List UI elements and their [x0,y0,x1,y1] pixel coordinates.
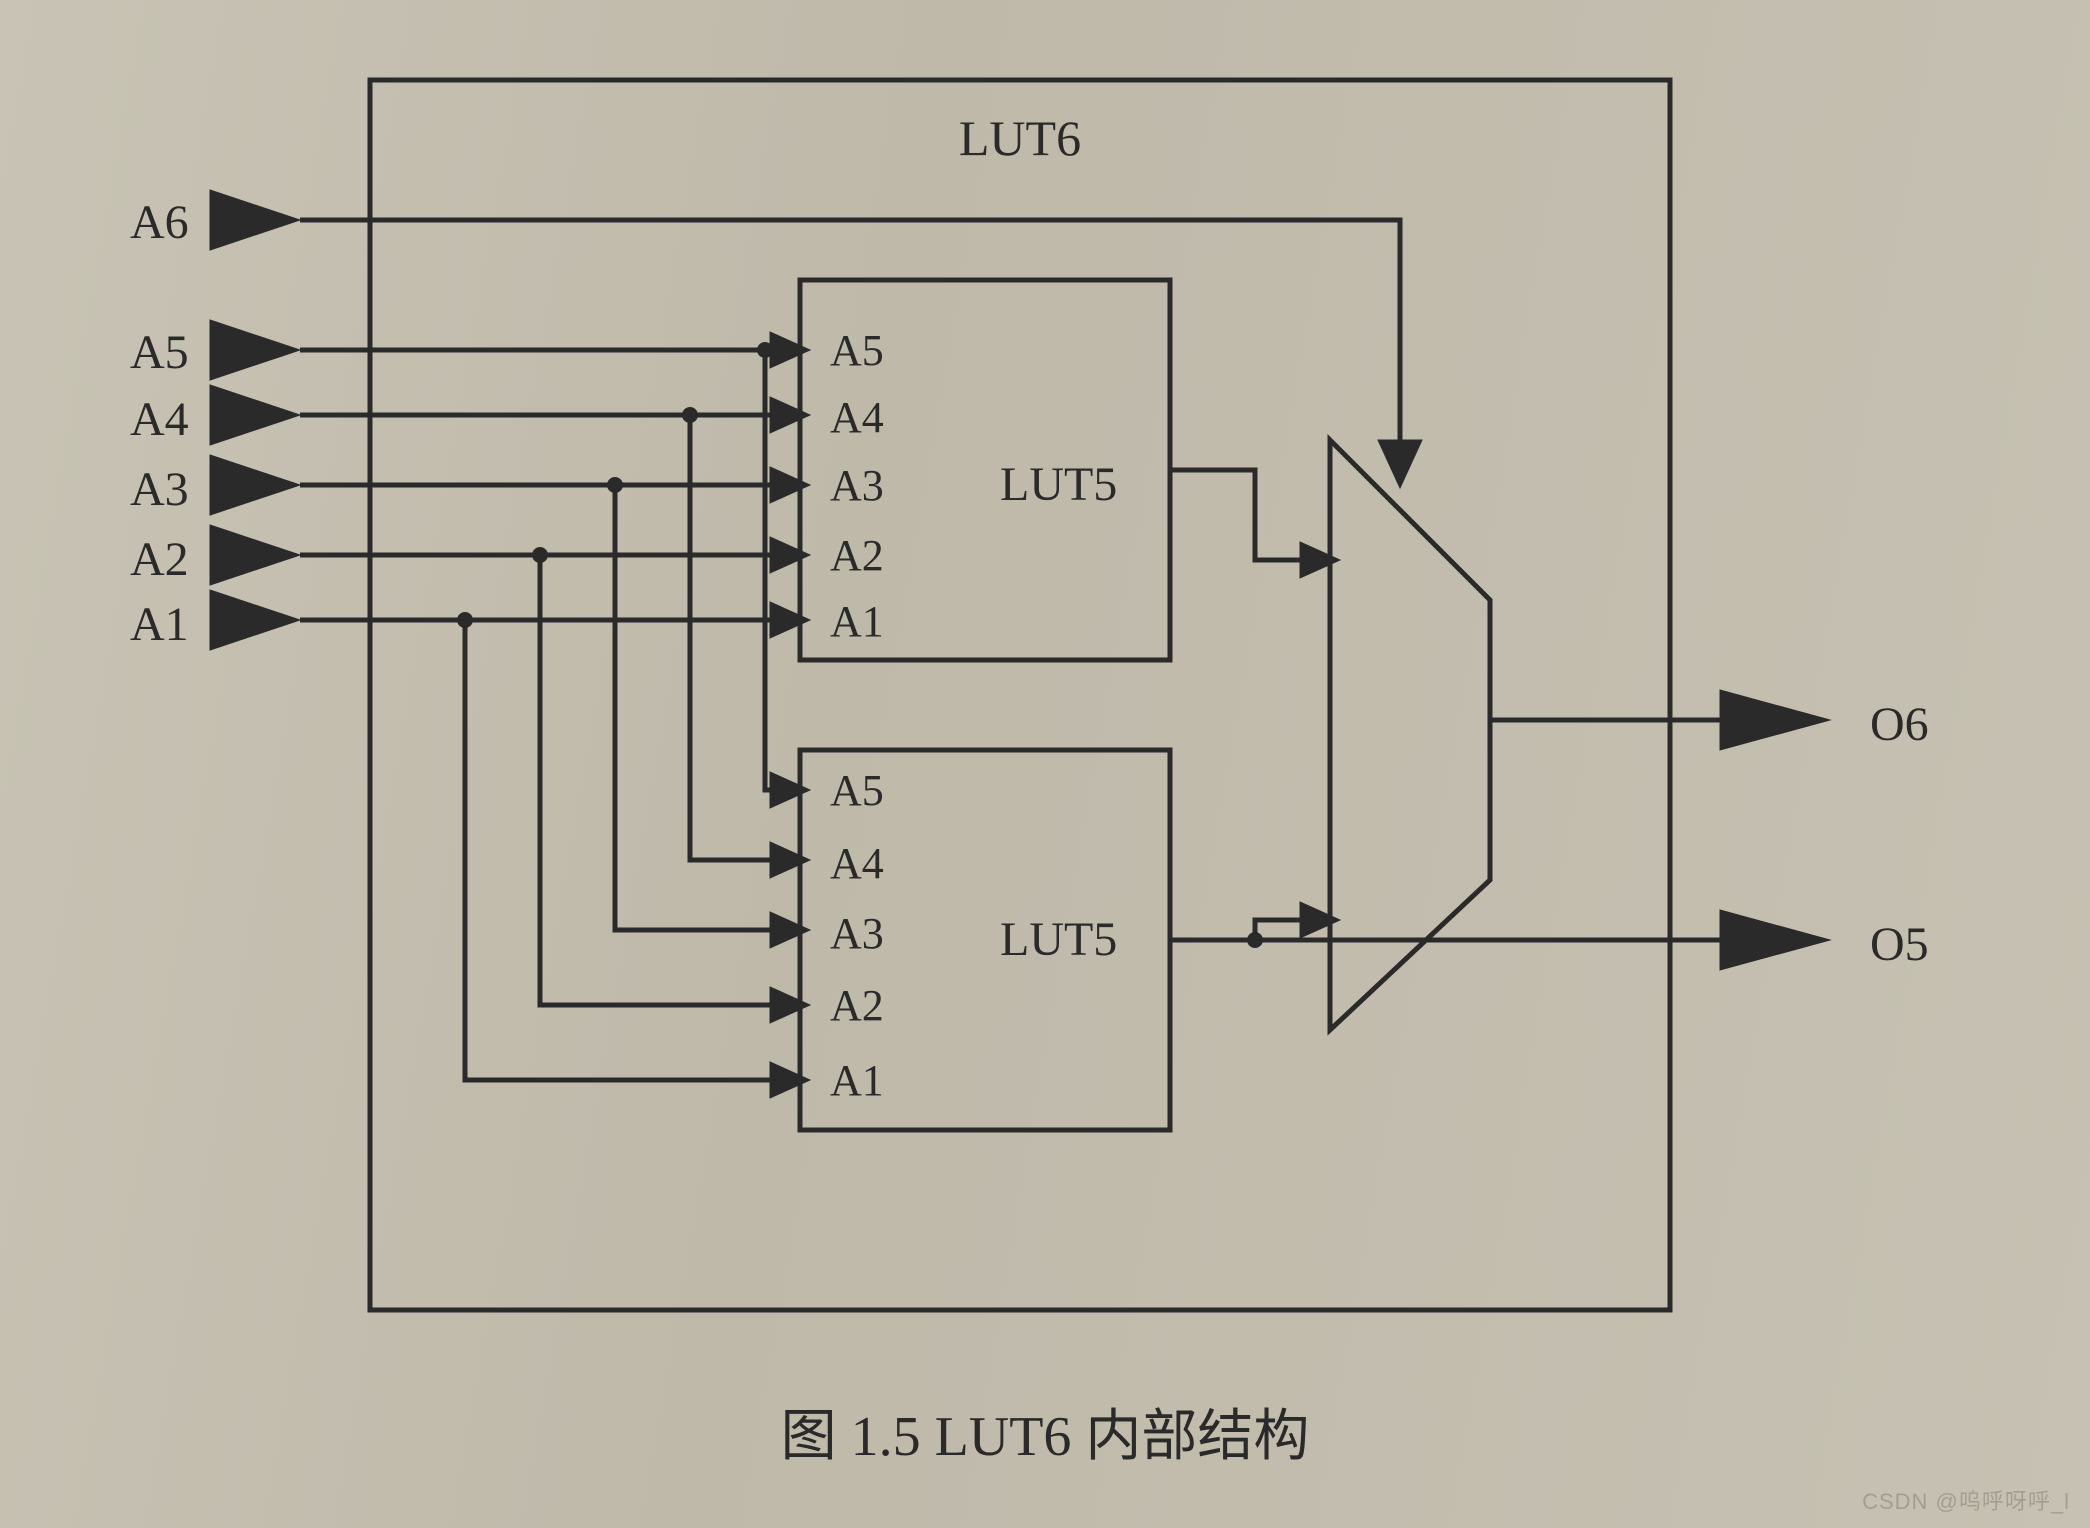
lut5-top-in-a1: A1 [830,597,884,646]
wire-a5-bot-tip [770,772,810,808]
lut5-bot-in-a1: A1 [830,1056,884,1105]
ext-in-a1-arrow [210,590,300,650]
lut5-bot-label: LUT5 [1000,913,1117,966]
ext-in-a6-label: A6 [130,196,189,249]
ext-in-a3-label: A3 [130,463,189,516]
lut5-bot-in-a5: A5 [830,766,884,815]
wire-lut5top-mux-tip [1300,542,1340,578]
wire-a1-bot [465,620,800,1080]
wire-a4-bot-tip [770,842,810,878]
o6-label: O6 [1870,698,1929,751]
ext-in-a6-arrow [210,190,300,250]
wire-a2-bot-tip [770,987,810,1023]
ext-in-a2-arrow [210,525,300,585]
lut5-bot-in-a4: A4 [830,839,884,888]
ext-in-a5-arrow [210,320,300,380]
ext-in-a1-label: A1 [130,598,189,651]
figure-caption: 图 1.5 LUT6 内部结构 [781,1406,1310,1468]
ext-in-a5-label: A5 [130,326,189,379]
lut6-box [370,80,1670,1310]
wire-a4-top-tip [770,397,810,433]
lut5-top-in-a5: A5 [830,326,884,375]
wire-a3-top-tip [770,467,810,503]
wire-a2-top-tip [770,537,810,573]
ext-in-a3-arrow [210,455,300,515]
lut5-top-in-a3: A3 [830,461,884,510]
o6-arrow [1720,690,1830,750]
watermark: CSDN @呜呼呀呼_l [1862,1484,2070,1516]
lut5-top-in-a4: A4 [830,393,884,442]
diagram-svg: LUT6 LUT5 A5 A4 A3 A2 A1 LUT5 A5 A4 A3 A… [0,0,2090,1528]
wire-a1-top-tip [770,602,810,638]
o5-arrow [1720,910,1830,970]
o5-label: O5 [1870,918,1929,971]
page: { "figure": { "caption": "图 1.5 LUT6 内部结… [0,0,2090,1528]
wire-lut5bot-mux-tip [1300,902,1340,938]
lut5-bot-in-a3: A3 [830,909,884,958]
wire-a3-bot-tip [770,912,810,948]
ext-in-a4-label: A4 [130,393,189,446]
lut5-top-label: LUT5 [1000,458,1117,511]
lut5-bot-in-a2: A2 [830,981,884,1030]
ext-in-a2-label: A2 [130,533,189,586]
wire-a6-arrowhead [1378,440,1422,488]
lut6-label: LUT6 [959,110,1081,166]
wire-a5-top-tip [770,332,810,368]
ext-in-a4-arrow [210,385,300,445]
wire-a1-bot-tip [770,1062,810,1098]
lut5-top-in-a2: A2 [830,531,884,580]
